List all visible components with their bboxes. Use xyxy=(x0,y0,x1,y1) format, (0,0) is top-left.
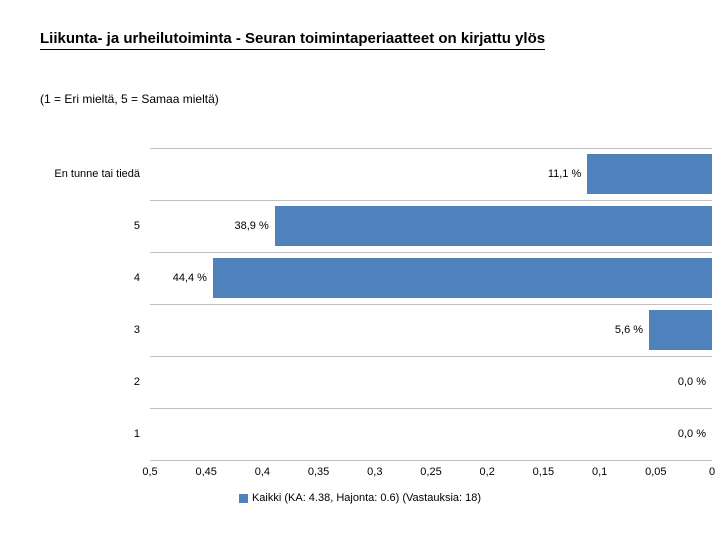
x-tick: 0,45 xyxy=(195,466,216,478)
bar xyxy=(649,310,712,350)
legend: Kaikki (KA: 4.38, Hajonta: 0.6) (Vastauk… xyxy=(0,492,720,504)
x-tick: 0,15 xyxy=(533,466,554,478)
x-tick: 0 xyxy=(709,466,715,478)
bar xyxy=(275,206,712,246)
bar xyxy=(213,258,712,298)
value-label: 0,0 % xyxy=(678,356,706,408)
value-label: 5,6 % xyxy=(615,304,643,356)
category-label: 3 xyxy=(40,304,140,356)
bar-chart: En tunne tai tiedä11,1 %538,9 %444,4 %35… xyxy=(150,148,712,460)
value-label: 11,1 % xyxy=(548,148,581,200)
x-tick: 0,2 xyxy=(480,466,495,478)
chart-row: 5 38,9 % xyxy=(40,200,712,252)
x-tick: 0,3 xyxy=(367,466,382,478)
value-label: 0,0 % xyxy=(678,408,706,460)
chart-row: En tunne tai tiedä 11,1 % xyxy=(40,148,712,200)
legend-swatch xyxy=(239,494,248,503)
bar-track: 38,9 % xyxy=(150,200,712,253)
value-label: 44,4 % xyxy=(173,252,207,304)
bar xyxy=(587,154,712,194)
x-tick: 0,4 xyxy=(255,466,270,478)
bar-track: 0,0 % xyxy=(150,356,712,409)
x-tick: 0,05 xyxy=(645,466,666,478)
chart-row: 1 0,0 % xyxy=(40,408,712,460)
page-title: Liikunta- ja urheilutoiminta - Seuran to… xyxy=(40,30,545,50)
category-label: 5 xyxy=(40,200,140,252)
legend-text: Kaikki (KA: 4.38, Hajonta: 0.6) (Vastauk… xyxy=(252,492,481,504)
category-label: En tunne tai tiedä xyxy=(40,148,140,200)
x-tick: 0,25 xyxy=(420,466,441,478)
bar-track: 11,1 % xyxy=(150,148,712,201)
x-tick: 0,5 xyxy=(142,466,157,478)
chart-row: 4 44,4 % xyxy=(40,252,712,304)
x-tick: 0,1 xyxy=(592,466,607,478)
bar-track: 44,4 % xyxy=(150,252,712,305)
chart-row: 2 0,0 % xyxy=(40,356,712,408)
value-label: 38,9 % xyxy=(235,200,269,252)
chart-row: 3 5,6 % xyxy=(40,304,712,356)
category-label: 4 xyxy=(40,252,140,304)
category-label: 1 xyxy=(40,408,140,460)
scale-note: (1 = Eri mieltä, 5 = Samaa mieltä) xyxy=(40,92,219,106)
category-label: 2 xyxy=(40,356,140,408)
bar-track: 0,0 % xyxy=(150,408,712,461)
bar-track: 5,6 % xyxy=(150,304,712,357)
x-tick: 0,35 xyxy=(308,466,329,478)
x-axis: 0,50,450,40,350,30,250,20,150,10,050 xyxy=(150,460,712,476)
